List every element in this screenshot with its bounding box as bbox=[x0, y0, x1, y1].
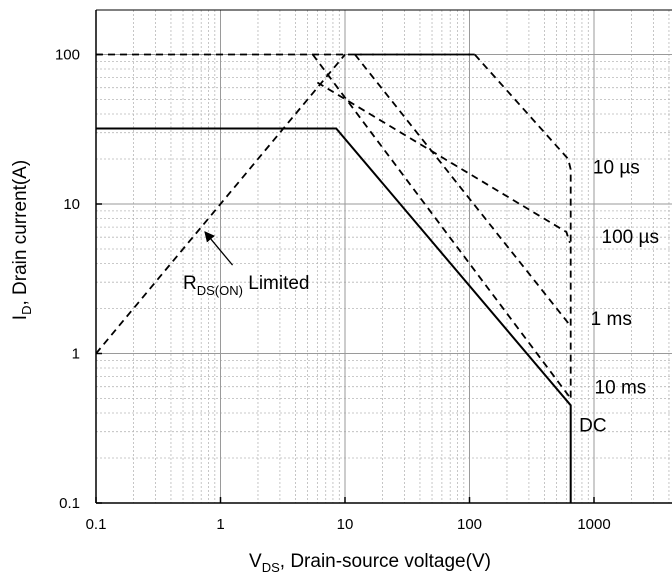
series-line-100-s bbox=[316, 81, 571, 244]
x-tick-label: 1000 bbox=[577, 516, 610, 533]
y-tick-label: 100 bbox=[55, 47, 80, 64]
y-tick-label: 10 bbox=[63, 196, 80, 213]
annotation-1-ms: 1 ms bbox=[591, 309, 632, 330]
y-axis-title: ID, Drain current(A) bbox=[10, 160, 34, 320]
annotation-rds-on-limited: RDS(ON) Limited bbox=[183, 273, 309, 298]
x-tick-label: 10 bbox=[337, 516, 354, 533]
annotation-arrow bbox=[204, 231, 234, 266]
x-tick-label: 100 bbox=[457, 516, 482, 533]
y-tick-label: 1 bbox=[72, 346, 80, 363]
annotation-100-s: 100 µs bbox=[602, 227, 659, 248]
x-tick-label: 0.1 bbox=[86, 516, 107, 533]
series-layer bbox=[96, 53, 572, 503]
annotation-dc: DC bbox=[579, 416, 606, 437]
series-line-10-s bbox=[354, 53, 572, 399]
minor-gridlines bbox=[96, 10, 672, 503]
annotation-10-s: 10 µs bbox=[593, 157, 640, 178]
annotations: 10 µs 100 µs 1 ms 10 ms DC RDS(ON) Limited bbox=[183, 157, 659, 436]
y-tick-label: 0.1 bbox=[59, 495, 80, 512]
series-line-1-ms bbox=[354, 53, 569, 324]
x-axis-title: VDS, Drain-source voltage(V) bbox=[249, 551, 491, 575]
plot-frame bbox=[95, 9, 672, 504]
annotation-10-ms: 10 ms bbox=[595, 378, 647, 399]
series-line-dc bbox=[96, 127, 572, 503]
tick-labels: 0.1 1 10 100 1000 0.1 1 10 100 bbox=[55, 47, 611, 534]
x-tick-label: 1 bbox=[216, 516, 224, 533]
series-line-rds-on-limited bbox=[96, 53, 346, 355]
